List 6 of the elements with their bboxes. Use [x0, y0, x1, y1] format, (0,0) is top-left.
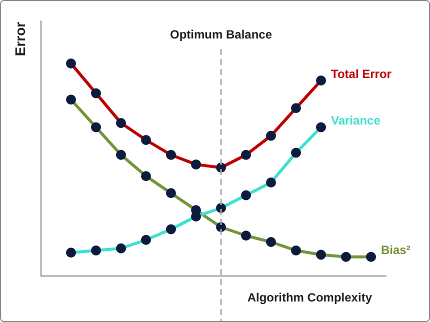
x-axis-title: Algorithm Complexity	[247, 290, 372, 304]
text: Optimum Balance	[170, 27, 272, 42]
y-axis-title: Error	[12, 21, 28, 56]
series-label: Total Error	[331, 66, 392, 81]
series-label: Bias²	[381, 243, 410, 258]
series-label: Variance	[331, 114, 381, 128]
